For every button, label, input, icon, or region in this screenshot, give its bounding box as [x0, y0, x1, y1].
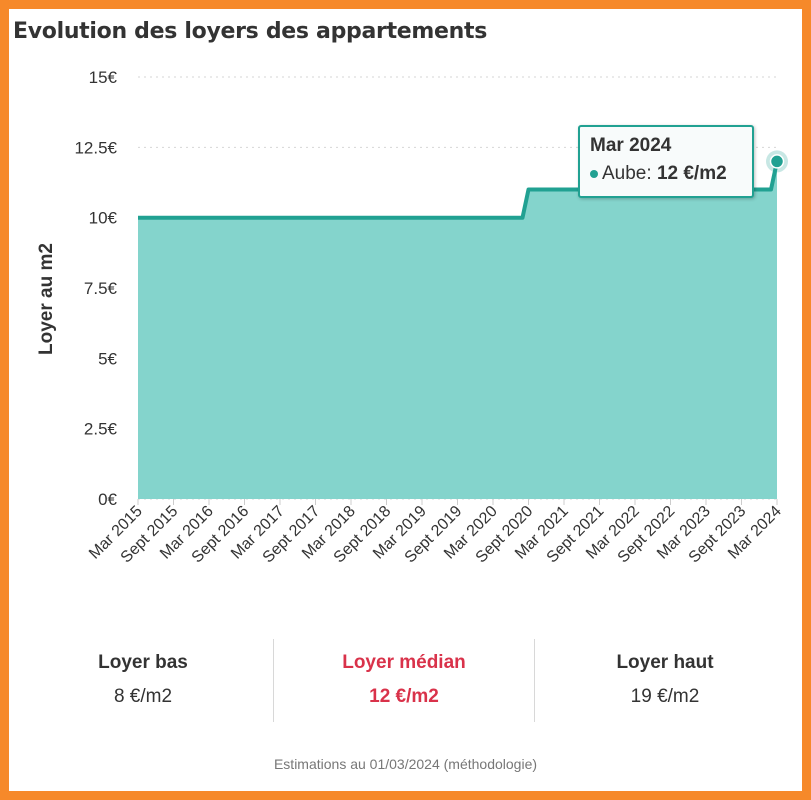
y-tick-label: 2.5€	[84, 420, 118, 439]
stat-label: Loyer haut	[616, 652, 714, 673]
stat-divider	[273, 639, 274, 722]
tooltip-value: 12 €/m2	[656, 163, 727, 184]
tooltip-series-label: Aube:	[602, 163, 652, 184]
chart-tooltip: Mar 2024 Aube: 12 €/m2	[578, 125, 754, 198]
stat-value: 12 €/m2	[369, 686, 439, 707]
series-dot-icon	[590, 169, 598, 178]
rent-chart-card: Evolution des loyers des appartements 0€…	[9, 9, 802, 791]
y-tick-label: 10€	[89, 209, 118, 228]
series-area-aube	[138, 161, 777, 499]
stat-label: Loyer bas	[98, 652, 188, 673]
y-tick-label: 12.5€	[74, 138, 117, 157]
y-tick-labels: 0€ 2.5€ 5€ 7.5€ 10€ 12.5€ 15€	[74, 68, 117, 509]
stat-divider	[534, 639, 535, 722]
y-tick-label: 15€	[89, 68, 118, 87]
footnote: Estimations au 01/03/2024 (méthodologie)	[273, 756, 538, 772]
stat-loyer-median: Loyer médian 12 €/m2	[274, 639, 534, 708]
data-point-mar-2024[interactable]	[769, 154, 785, 169]
stat-value: 8 €/m2	[113, 686, 173, 707]
stat-loyer-haut: Loyer haut 19 €/m2	[535, 639, 795, 708]
y-tick-label: 0€	[98, 490, 117, 509]
y-tick-label: 5€	[98, 349, 117, 368]
series-points	[766, 150, 788, 173]
stat-value: 19 €/m2	[630, 686, 700, 707]
chart-title: Evolution des loyers des appartements	[13, 19, 488, 44]
rent-stats: Loyer bas 8 €/m2 Loyer médian 12 €/m2 Lo…	[9, 639, 802, 724]
tooltip-date: Mar 2024	[590, 135, 672, 156]
stat-label: Loyer médian	[342, 652, 466, 673]
y-axis-label: Loyer au m2	[36, 243, 57, 355]
tooltip-row: Aube: 12 €/m2	[590, 163, 742, 185]
stat-loyer-bas: Loyer bas 8 €/m2	[13, 639, 273, 708]
y-tick-label: 7.5€	[84, 279, 118, 298]
